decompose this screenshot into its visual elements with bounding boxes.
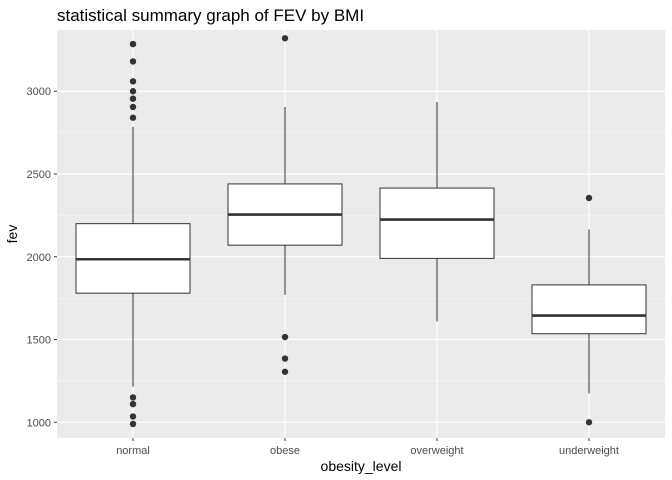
- box-group-overweight: [379, 102, 495, 322]
- iqr-box: [531, 284, 647, 335]
- y-tick-label: 1000: [27, 417, 51, 429]
- outlier-point: [281, 333, 289, 341]
- box-group-underweight: [531, 194, 647, 426]
- x-tick-label: normal: [116, 445, 150, 457]
- box-group-obese: [227, 35, 343, 375]
- outlier-point: [129, 40, 137, 48]
- iqr-box: [379, 187, 495, 259]
- outlier-point: [585, 194, 593, 202]
- outlier-point: [129, 114, 137, 121]
- outlier-point: [129, 58, 137, 65]
- x-tick-label: underweight: [559, 445, 619, 457]
- y-axis: 1000 1500 2000 2500 3000: [27, 86, 57, 429]
- box-group-normal: [75, 40, 191, 428]
- x-axis: normal obese overweight underweight: [116, 438, 619, 457]
- outlier-point: [129, 78, 137, 85]
- chart-title: statistical summary graph of FEV by BMI: [57, 6, 364, 25]
- x-tick-label: obese: [270, 445, 300, 457]
- y-tick-label: 3000: [27, 86, 51, 98]
- outlier-point: [129, 413, 137, 420]
- outlier-point: [281, 355, 289, 362]
- box-layer: [75, 35, 647, 428]
- outlier-point: [129, 400, 137, 408]
- outlier-point: [129, 394, 137, 401]
- x-tick-label: overweight: [410, 445, 463, 457]
- y-tick-label: 1500: [27, 335, 51, 347]
- outlier-point: [129, 103, 137, 111]
- outlier-point: [129, 95, 137, 102]
- outlier-point: [129, 88, 137, 95]
- outlier-point: [281, 35, 289, 42]
- outlier-point: [281, 368, 289, 375]
- x-axis-title: obesity_level: [321, 458, 402, 474]
- outlier-point: [129, 420, 137, 428]
- outlier-point: [585, 419, 593, 426]
- y-axis-title: fev: [4, 225, 20, 244]
- y-tick-label: 2500: [27, 169, 51, 181]
- y-tick-label: 2000: [27, 252, 51, 264]
